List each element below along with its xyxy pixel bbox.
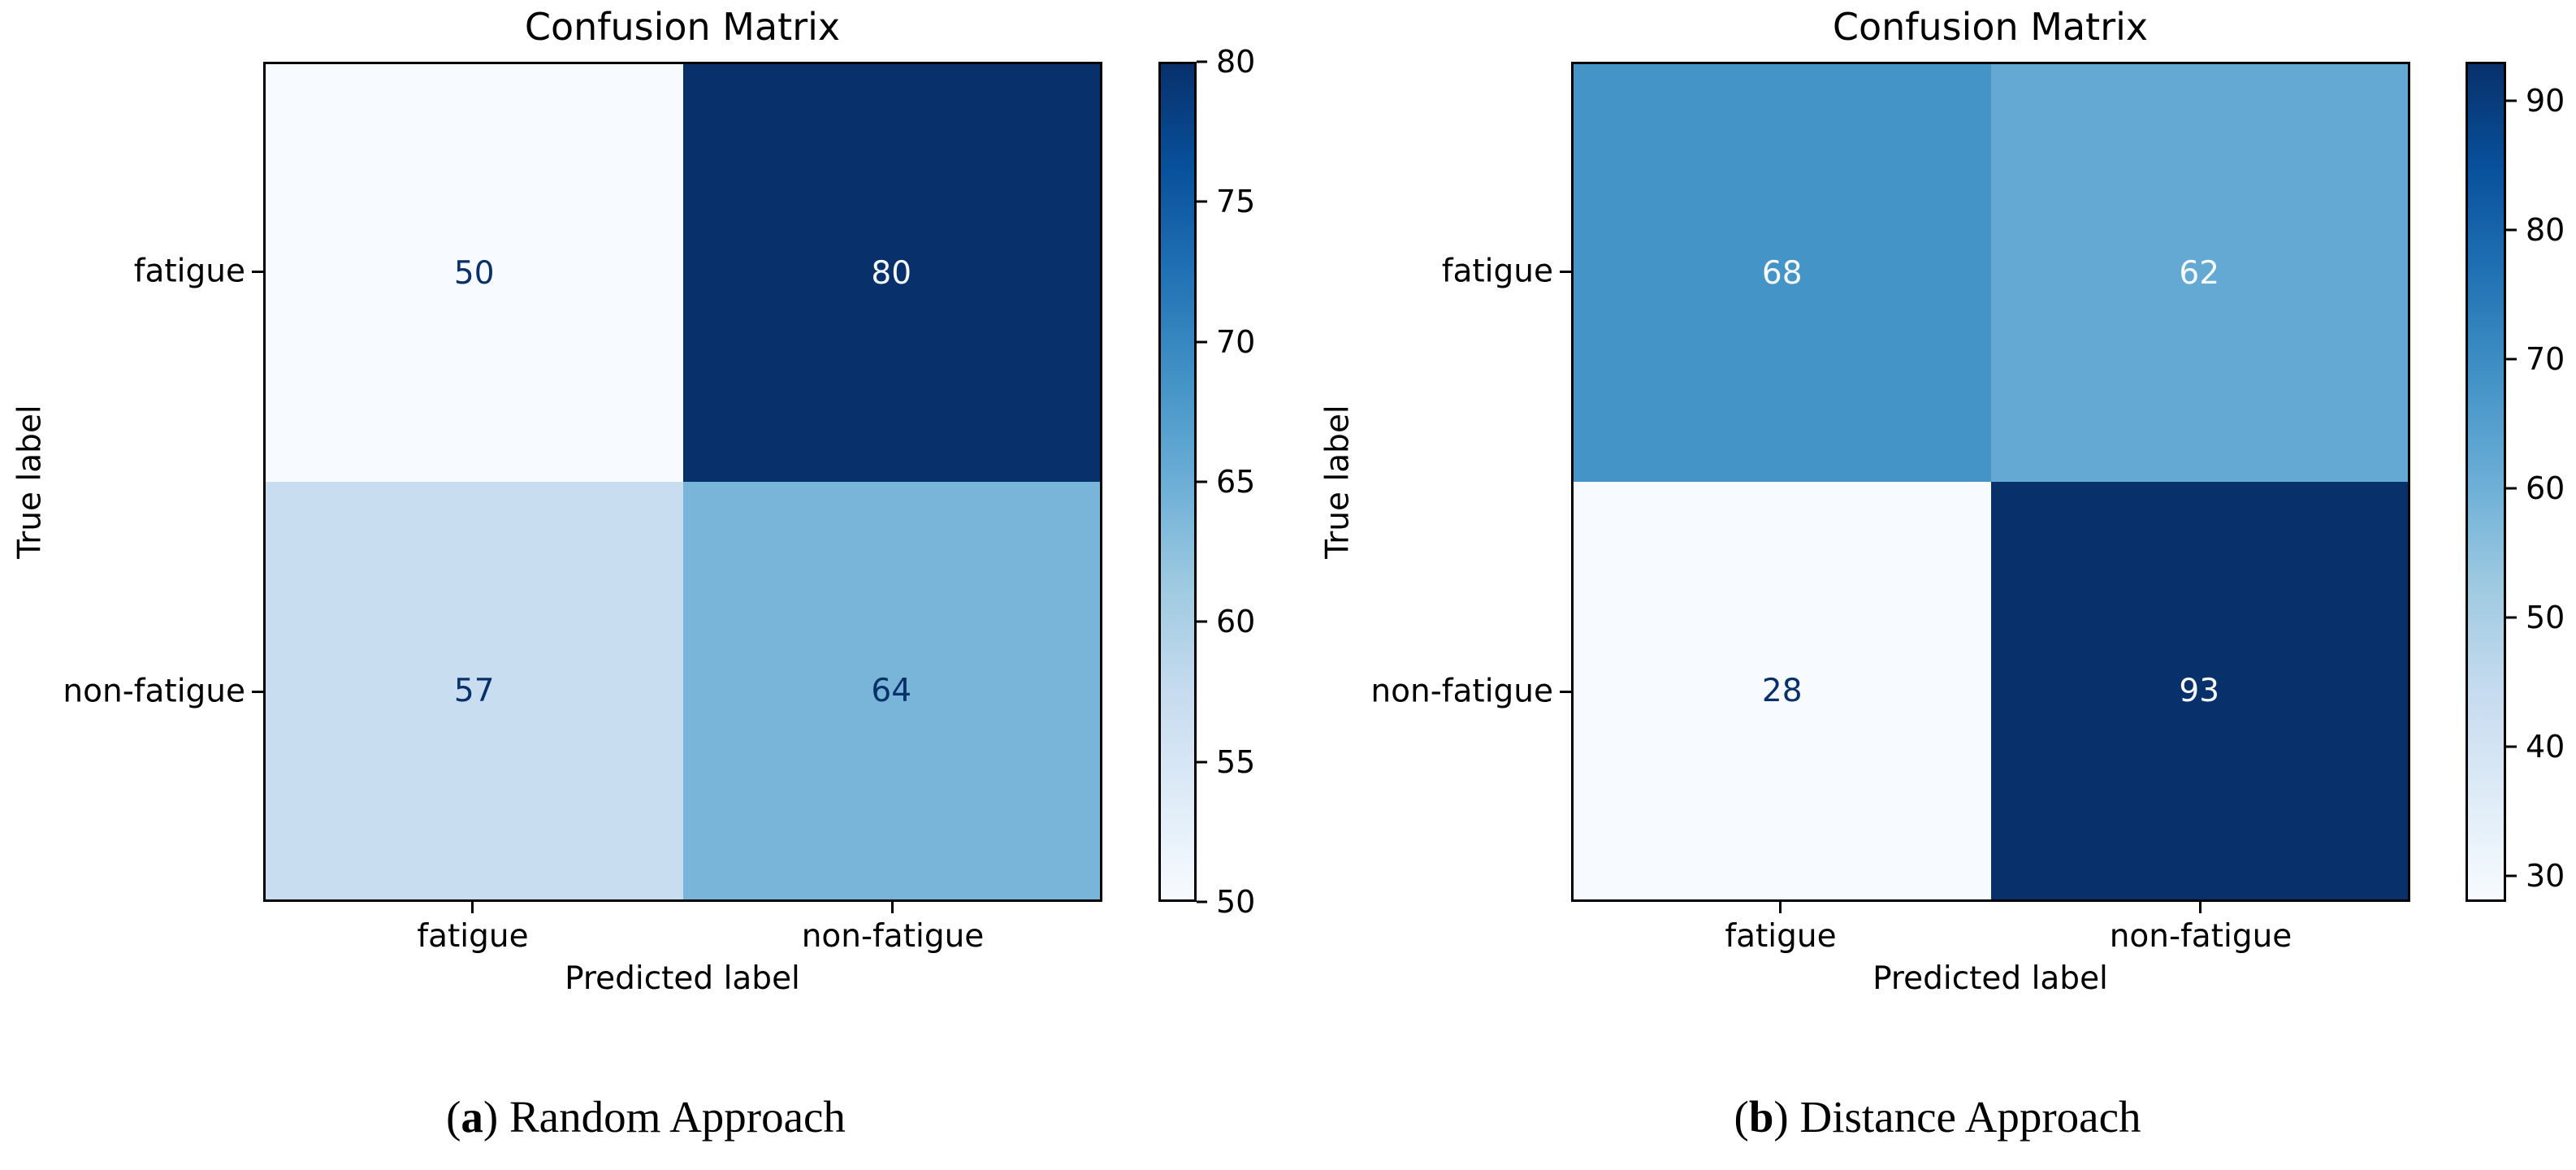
matrix-cell-value: 80 (682, 64, 1100, 482)
x-tick-label-fatigue: fatigue (1725, 918, 1837, 955)
matrix-cell-value: 57 (266, 482, 683, 899)
colorbar-tick-label: 90 (2526, 82, 2565, 119)
colorbar-tick-mark (2506, 358, 2517, 361)
y-axis-label: True label (1319, 405, 1357, 559)
colorbar-tick-mark (1197, 900, 1207, 904)
chart-title: Confusion Matrix (524, 5, 841, 49)
colorbar-tick-mark (1197, 480, 1207, 483)
colorbar-tick-label: 50 (1216, 884, 1256, 920)
caption-letter: b (1748, 1092, 1774, 1142)
y-tick-label-fatigue: fatigue (133, 253, 245, 290)
colorbar-tick-label: 60 (1216, 604, 1256, 640)
colorbar-tick-mark (2506, 874, 2517, 878)
x-tick-mark (1779, 902, 1782, 913)
colorbar-tick-mark (2506, 228, 2517, 232)
colorbar-tick-label: 70 (2526, 340, 2565, 377)
x-tick-mark (471, 902, 474, 913)
y-tick-mark (252, 271, 263, 273)
colorbar-tick-label: 70 (1216, 323, 1256, 360)
colorbar-tick-mark (1197, 60, 1207, 63)
caption-text: Random Approach (498, 1092, 846, 1142)
colorbar-tick-mark (2506, 745, 2517, 748)
matrix-cell-value: 28 (1574, 482, 1991, 899)
colorbar-tick-mark (2506, 616, 2517, 619)
x-tick-label-non-fatigue: non-fatigue (2109, 918, 2292, 955)
colorbar-tick-label: 65 (1216, 464, 1256, 500)
y-tick-mark (252, 691, 263, 693)
y-tick-mark (1560, 271, 1571, 273)
y-tick-label-fatigue: fatigue (1441, 253, 1553, 290)
colorbar-tick-label: 80 (2526, 211, 2565, 248)
colorbar-tick-label: 80 (1216, 44, 1256, 80)
confusion-matrix-heatmap: 68 62 28 93 (1571, 62, 2410, 902)
matrix-cell-value: 64 (682, 482, 1100, 899)
caption-letter: a (461, 1092, 483, 1142)
colorbar-tick-label: 50 (2526, 600, 2565, 636)
y-tick-label-non-fatigue: non-fatigue (63, 673, 245, 710)
confusion-matrix-heatmap: 50 80 57 64 (263, 62, 1102, 902)
matrix-cell-value: 93 (1990, 482, 2408, 899)
chart-title: Confusion Matrix (1832, 5, 2149, 49)
x-tick-label-non-fatigue: non-fatigue (801, 918, 985, 955)
matrix-cell-value: 62 (1990, 64, 2408, 482)
colorbar-gradient (2466, 62, 2506, 902)
caption-close-paren: ) (1773, 1092, 1789, 1142)
caption-open-paren: ( (1734, 1092, 1749, 1142)
y-axis-label: True label (11, 405, 49, 559)
colorbar-tick-mark (1197, 760, 1207, 764)
y-tick-label-non-fatigue: non-fatigue (1370, 673, 1553, 710)
colorbar-tick-mark (1197, 340, 1207, 344)
caption-open-paren: ( (446, 1092, 461, 1142)
colorbar-tick-label: 75 (1216, 184, 1256, 220)
x-axis-label: Predicted label (1872, 960, 2108, 997)
colorbar-tick-label: 55 (1216, 743, 1256, 780)
x-tick-mark (891, 902, 894, 913)
colorbar-tick-label: 40 (2526, 729, 2565, 765)
caption-close-paren: ) (483, 1092, 499, 1142)
colorbar-tick-mark (2506, 487, 2517, 490)
x-axis-label: Predicted label (565, 960, 800, 997)
x-tick-label-fatigue: fatigue (417, 918, 529, 955)
matrix-cell-value: 50 (266, 64, 683, 482)
colorbar: 50 55 60 65 70 75 80 (1158, 46, 1255, 917)
y-tick-mark (1560, 691, 1571, 693)
colorbar-tick-label: 30 (2526, 858, 2565, 895)
colorbar-tick-label: 60 (2526, 470, 2565, 506)
colorbar-tick-mark (2506, 99, 2517, 102)
matrix-cell-value: 68 (1574, 64, 1991, 482)
caption-b: (b) Distance Approach (1734, 1092, 2141, 1142)
x-tick-mark (2199, 902, 2202, 913)
colorbar-tick-mark (1197, 620, 1207, 623)
caption-a: (a) Random Approach (446, 1092, 846, 1142)
colorbar: 30 40 50 60 70 80 90 (2466, 62, 2565, 902)
colorbar-gradient (1158, 62, 1197, 902)
colorbar-tick-mark (1197, 200, 1207, 203)
caption-text: Distance Approach (1788, 1092, 2141, 1142)
